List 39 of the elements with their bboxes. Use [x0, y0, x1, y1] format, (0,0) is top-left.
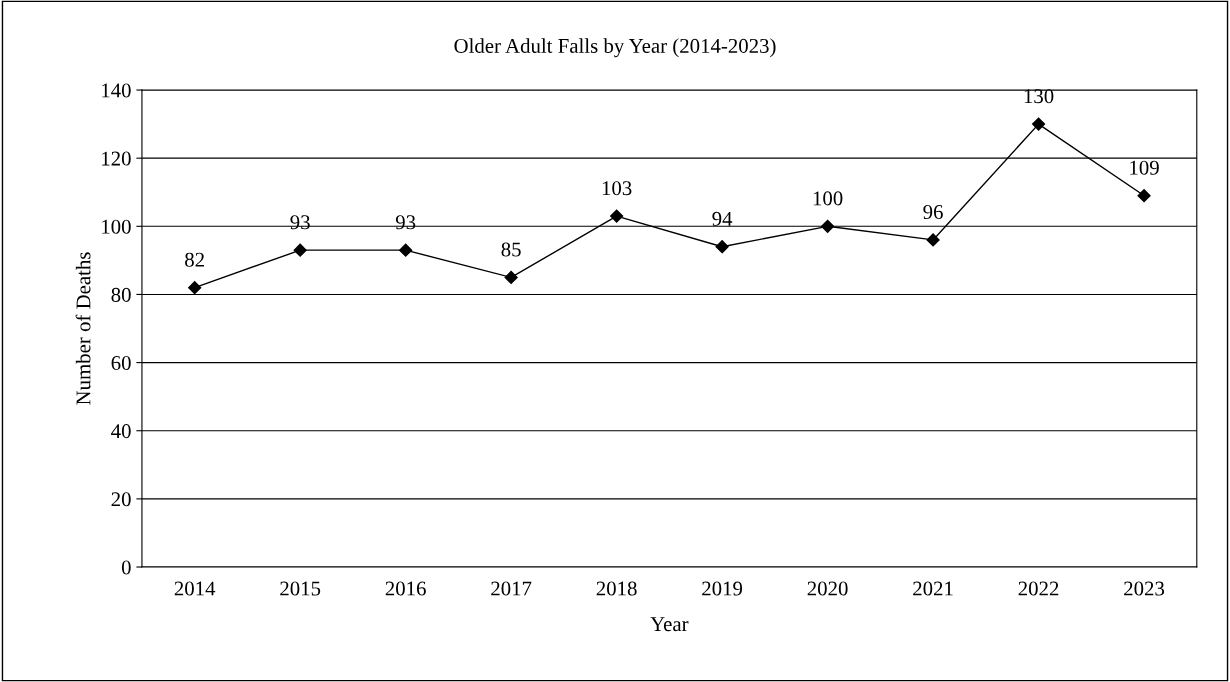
y-tick-label: 60 — [111, 355, 131, 371]
x-tick-label: 2021 — [913, 581, 953, 596]
x-tick-label: 2017 — [491, 581, 532, 596]
point — [293, 243, 307, 257]
x-tick-label: 2023 — [1124, 581, 1165, 596]
x-tick-label: 2015 — [280, 581, 321, 596]
y-tick-label: 40 — [111, 424, 131, 439]
point — [821, 219, 835, 233]
data-label: 82 — [185, 252, 204, 267]
point — [1031, 117, 1046, 131]
y-tick-label: 0 — [121, 560, 131, 575]
x-tick-label: 2020 — [807, 581, 848, 596]
data-label: 94 — [712, 211, 733, 226]
data-label: 130 — [1024, 89, 1054, 104]
data-label: 85 — [501, 242, 521, 257]
x-axis-title: Year — [650, 617, 689, 632]
y-tick-label: 80 — [111, 287, 131, 302]
point — [188, 281, 202, 295]
data-label: 96 — [923, 205, 943, 220]
point — [715, 240, 729, 254]
y-axis-title: Number of Deaths — [75, 252, 91, 405]
point — [610, 209, 624, 223]
x-tick-label: 2014 — [174, 581, 216, 596]
data-label: 103 — [602, 181, 632, 196]
data-label: 100 — [813, 191, 843, 206]
point — [1137, 189, 1151, 203]
x-tick-label: 2019 — [702, 581, 743, 596]
y-tick-label: 20 — [111, 492, 131, 507]
point — [926, 233, 940, 247]
y-tick-label: 100 — [102, 219, 131, 234]
data-label: 109 — [1130, 160, 1159, 175]
y-tick-label: 140 — [102, 83, 131, 98]
x-tick-label: 2022 — [1018, 581, 1059, 596]
point — [504, 270, 518, 285]
x-tick-label: 2016 — [385, 581, 426, 596]
x-tick-label: 2018 — [596, 581, 637, 596]
chart-title: Older Adult Falls by Year (2014-2023) — [454, 38, 776, 58]
y-tick-label: 120 — [102, 151, 131, 166]
point — [399, 243, 413, 257]
